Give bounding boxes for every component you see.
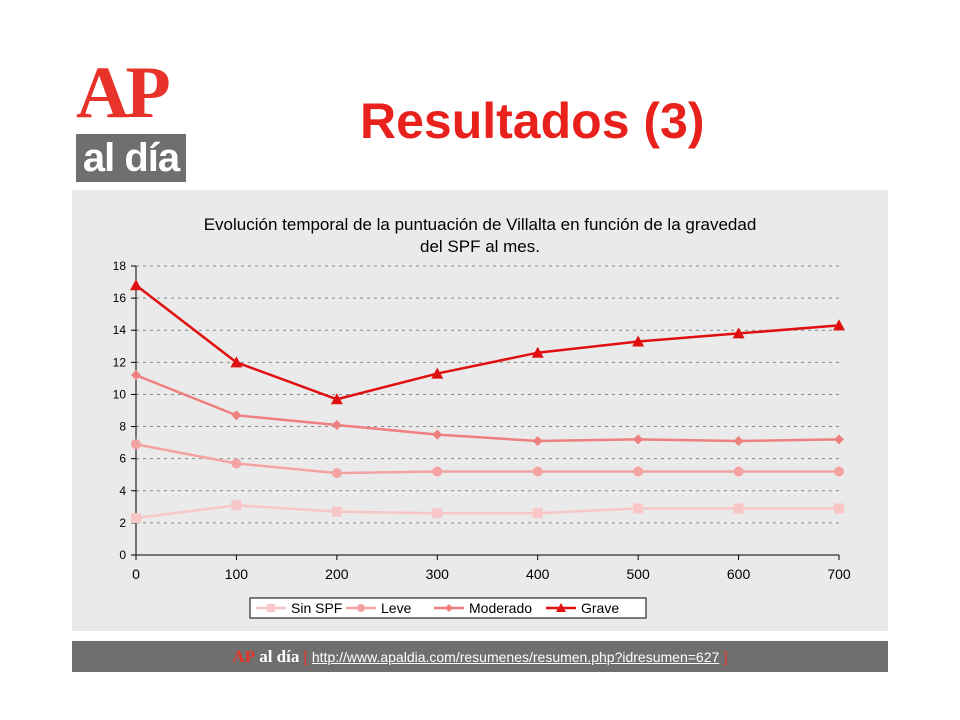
data-point [331,419,342,430]
series-moderado [131,370,844,447]
legend-item: Sin SPF [256,600,342,616]
data-point [432,466,443,477]
x-tick-label: 400 [526,566,550,582]
data-point [331,506,342,517]
series-leve [131,439,844,479]
legend-item: Leve [346,600,412,616]
series-line [135,503,839,520]
data-point [633,466,644,477]
footer-bracket-close: ] [723,649,728,666]
chart-title-line: del SPF al mes. [420,237,540,256]
x-tick-label: 600 [727,566,751,582]
data-point [633,503,644,514]
series-line [135,284,840,401]
logo-ap-text: AP [76,52,171,134]
x-tick-label: 700 [827,566,851,582]
series-line [135,442,839,475]
apaldia-logo: AP al día [76,56,186,182]
y-tick-label: 6 [119,452,126,466]
data-point [732,327,745,339]
legend-label: Leve [381,600,412,616]
y-tick-label: 10 [113,387,127,401]
data-point [532,466,543,477]
chart-legend: Sin SPF Leve Moderado Grave [249,597,647,619]
legend-label: Grave [581,600,619,616]
legend-label: Sin SPF [291,600,342,616]
data-point [556,603,566,612]
y-tick-label: 0 [119,548,126,562]
chart-title-line: Evolución temporal de la puntuación de V… [204,215,757,234]
series-grave [130,279,845,405]
data-point [131,439,141,450]
data-point [331,468,342,479]
y-tick-label: 18 [113,259,127,273]
footer-brand-aldia: al día [259,647,300,666]
data-point [431,367,444,379]
data-point [733,436,744,447]
legend-item: Moderado [434,600,532,616]
data-point [432,508,443,519]
data-point [834,434,844,445]
data-point [231,458,242,469]
data-point [231,410,242,421]
y-tick-label: 4 [119,484,126,498]
data-point [357,604,365,612]
y-tick-label: 14 [113,323,127,337]
data-point [733,466,744,477]
data-point [231,500,242,511]
legend-label: Moderado [469,600,532,616]
page-title: Resultados (3) [360,93,705,149]
data-point [532,508,543,519]
legend-item: Grave [546,600,619,616]
data-point [834,466,844,477]
y-tick-label: 16 [113,291,127,305]
data-point [330,393,343,405]
logo-aldia-box: al día [76,134,186,182]
data-point [633,434,644,445]
series-sin-spf [131,500,844,524]
data-point [834,503,844,514]
x-tick-label: 200 [325,566,349,582]
footer-brand-ap: AP [232,647,256,666]
data-point [230,356,243,368]
y-tick-label: 12 [113,355,127,369]
y-tick-label: 8 [119,420,126,434]
footer-url-link[interactable]: http://www.apaldia.com/resumenes/resumen… [311,649,720,665]
data-point [532,436,543,447]
data-point [833,319,845,331]
x-tick-label: 0 [132,566,140,582]
data-point [432,429,443,440]
data-point [131,513,141,524]
data-point [130,279,142,291]
chart-panel: Evolución temporal de la puntuación de V… [72,190,888,631]
x-tick-label: 500 [626,566,650,582]
series-line [135,374,840,443]
line-chart: Evolución temporal de la puntuación de V… [113,215,851,619]
x-tick-label: 300 [426,566,450,582]
data-point [445,604,453,612]
data-point [531,346,544,358]
data-point [267,604,275,612]
data-point [733,503,744,514]
data-point [131,370,141,381]
footer-bar: AP al día [ http://www.apaldia.com/resum… [72,641,888,672]
footer-bracket-open: [ [303,649,308,666]
x-tick-label: 100 [225,566,249,582]
data-point [632,335,645,347]
y-tick-label: 2 [119,516,126,530]
